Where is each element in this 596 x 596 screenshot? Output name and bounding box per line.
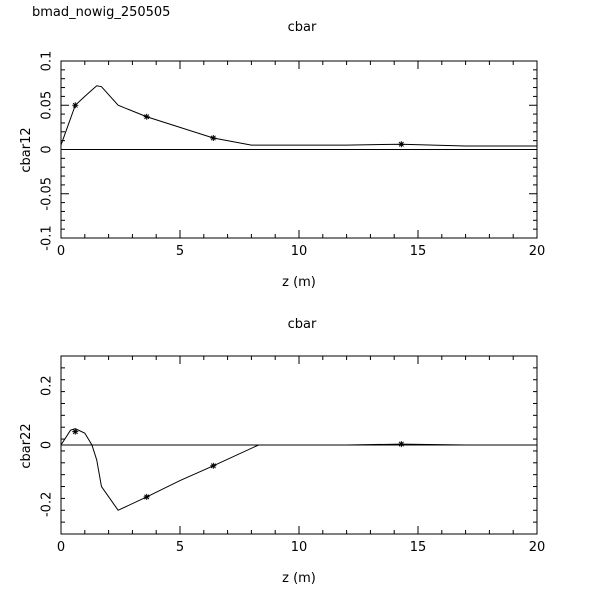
y-tick-label: 0.05 xyxy=(40,91,55,120)
chart-title: cbar xyxy=(288,20,317,35)
page-title: bmad_nowig_250505 xyxy=(32,5,170,20)
tick-marks xyxy=(60,355,538,535)
chart-title: cbar xyxy=(288,317,317,332)
x-tick-label: 10 xyxy=(291,540,308,555)
x-tick-label: 15 xyxy=(410,540,427,555)
data-point-marker xyxy=(72,102,79,109)
x-tick-label: 15 xyxy=(410,244,427,259)
element-markers xyxy=(72,102,405,148)
y-tick-label: 0 xyxy=(40,145,55,153)
cbar12-panel: cbar 0 5 10 15 20 -0.1 -0.05 0 0.05 0.1 z (m) cb… xyxy=(19,20,545,290)
x-tick-label: 0 xyxy=(57,540,65,555)
y-tick-label: 0.2 xyxy=(40,375,55,396)
x-tick-label: 10 xyxy=(291,244,308,259)
data-point-marker xyxy=(210,134,217,141)
y-axis-label: cbar22 xyxy=(19,423,34,468)
data-point-marker xyxy=(143,113,150,120)
tick-marks xyxy=(60,60,538,239)
y-tick-label: 0 xyxy=(40,441,55,449)
x-axis-label: z (m) xyxy=(282,275,316,290)
y-tick-labels: -0.2 0 0.2 xyxy=(40,375,55,517)
y-tick-label: -0.2 xyxy=(40,492,55,517)
x-tick-label: 5 xyxy=(176,540,184,555)
cbar12-curve xyxy=(60,85,537,147)
data-point-marker xyxy=(72,428,79,435)
cbar22-curve xyxy=(60,428,537,511)
x-axis-label: z (m) xyxy=(282,571,316,586)
data-point-marker xyxy=(143,493,150,500)
x-tick-label: 5 xyxy=(176,244,184,259)
y-tick-label: -0.1 xyxy=(40,225,55,250)
data-point-marker xyxy=(398,441,405,448)
x-tick-labels: 0 5 10 15 20 xyxy=(57,244,545,259)
y-axis-label: cbar12 xyxy=(19,127,34,172)
cbar22-panel: cbar 0 5 10 15 20 -0.2 0 0.2 z (m) cbar22 xyxy=(19,317,545,586)
element-markers xyxy=(72,428,405,500)
y-tick-label: 0.1 xyxy=(40,51,55,72)
x-tick-label: 0 xyxy=(57,244,65,259)
data-point-marker xyxy=(398,141,405,148)
data-point-marker xyxy=(210,462,217,469)
x-tick-label: 20 xyxy=(529,540,546,555)
y-tick-labels: -0.1 -0.05 0 0.05 0.1 xyxy=(40,51,55,251)
y-tick-label: -0.05 xyxy=(40,177,55,211)
x-tick-labels: 0 5 10 15 20 xyxy=(57,540,545,555)
x-tick-label: 20 xyxy=(529,244,546,259)
